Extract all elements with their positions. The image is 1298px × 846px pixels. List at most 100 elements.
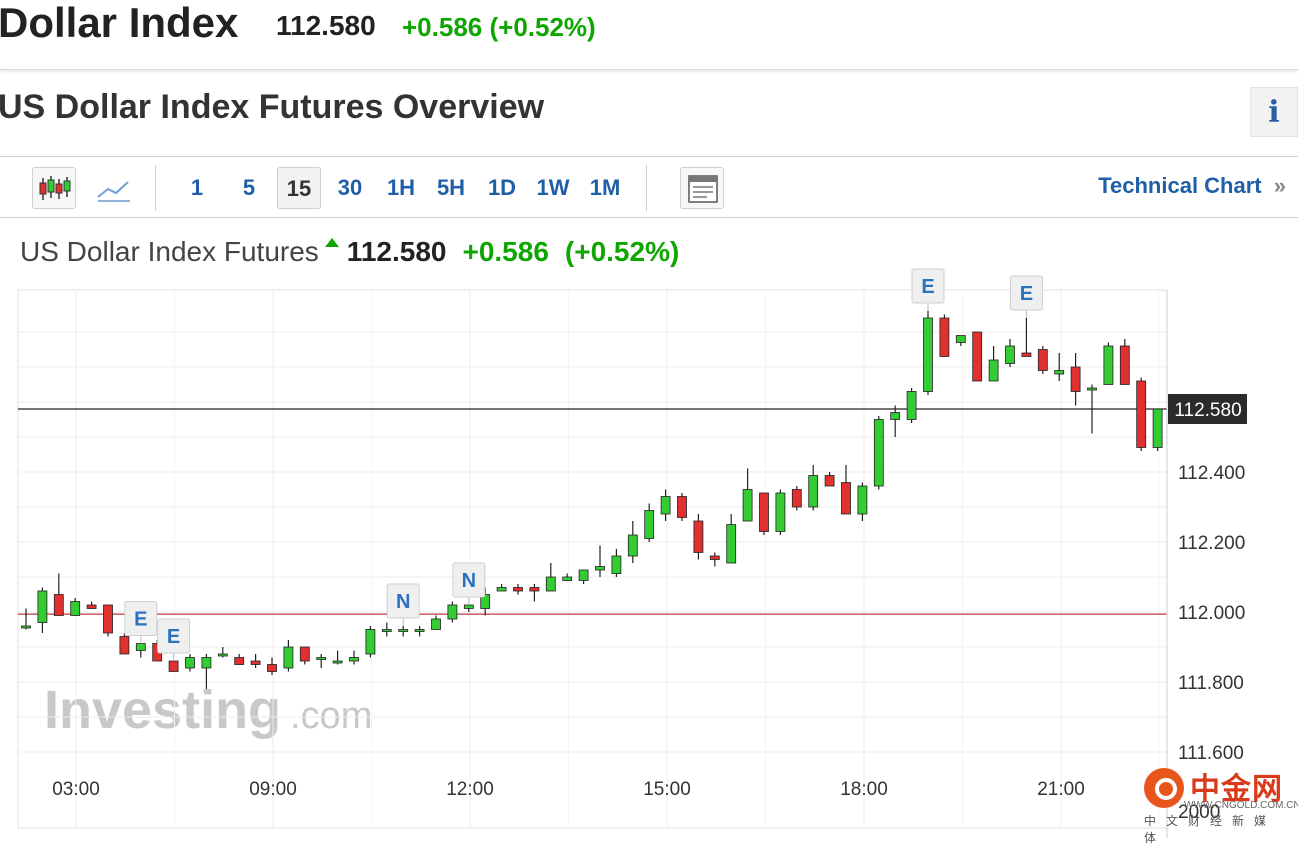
event-marker: E [1009,275,1043,318]
candle-body [988,359,999,382]
candle-body [365,629,376,655]
candle-body [955,335,966,343]
candle-body [660,496,671,515]
candle [299,646,310,665]
candle-body [1021,352,1032,357]
last-price: 112.580 [276,10,376,41]
timeframe-1[interactable]: 1 [190,175,204,200]
candle [414,626,425,637]
current-price-label: 112.580 [1174,400,1241,421]
candle [398,626,409,637]
candle [217,647,228,658]
candle-body [791,489,802,508]
candle [923,311,933,395]
timeframe-5[interactable]: 5 [242,175,256,200]
candle [103,604,113,637]
timeframe-1w[interactable]: 1W [536,175,570,200]
candle [1070,353,1081,406]
overview-title: US Dollar Index Futures Overview [0,88,545,126]
candle-body [775,492,786,532]
candle [529,584,540,602]
candle-body [21,625,31,629]
candle-body [1070,366,1081,392]
event-marker-box [1009,275,1043,311]
candle-body [496,587,507,592]
timeframe-1m[interactable]: 1M [589,175,621,200]
line-chart-icon[interactable] [92,167,136,209]
chart-price: 112.580 [346,236,447,267]
timeframe-30[interactable]: 30 [337,175,363,200]
candle-body [217,653,228,657]
candle [939,314,950,357]
x-tick-label: 18:00 [840,779,888,800]
candle-body [1005,345,1015,364]
candle-body [250,660,261,665]
timeframe-1d[interactable]: 1D [487,175,517,200]
candle-body [234,657,245,665]
candle [955,335,966,346]
candle-body [86,604,97,609]
candle-body [201,657,212,669]
candle [545,563,556,592]
candle [873,416,884,490]
candle-body [759,492,769,532]
candle-body [349,657,359,662]
reference-lines [18,408,1167,615]
info-icon[interactable]: i [1250,87,1298,137]
candle-body [70,601,81,616]
candle [365,626,376,658]
x-tick-label: 15:00 [643,779,691,800]
candle-body [939,317,950,357]
candle-body [1136,380,1147,448]
candle [234,654,245,665]
candle-body [168,660,179,672]
timeframe-1h[interactable]: 1H [386,175,416,200]
candle [857,482,868,521]
candle [742,468,753,522]
timeframe-15[interactable]: 15 [277,167,321,209]
candle-body [595,566,605,571]
candle [841,465,851,515]
candle [1021,318,1032,357]
candle-body [529,587,540,592]
toolbar-separator [155,165,156,211]
chart-toolbar: 1 5 15 30 1H 5H 1D 1W 1M Technical Chart… [0,156,1298,218]
candle-body [644,510,655,539]
technical-chart-link[interactable]: Technical Chart » [1098,173,1286,199]
candle [70,598,81,616]
candle-body [890,412,901,420]
candle [201,654,212,689]
candle-body [1152,408,1163,448]
candle [1119,339,1130,385]
candle [21,608,31,630]
candlestick-icon[interactable] [32,167,76,209]
candle-body [906,391,917,420]
candle-body [316,657,327,660]
candle-body [808,475,819,508]
zhongjin-tagline: 中文财经新媒体 [1144,814,1277,845]
candle [1087,384,1097,434]
chart-layout-icon[interactable] [680,167,724,209]
x-tick-label: 03:00 [52,779,100,800]
zhongjin-logo-icon [1144,768,1184,808]
chart-change: +0.586 [462,236,549,267]
timeframe-5h[interactable]: 5H [436,175,466,200]
event-marker: N [452,562,486,605]
x-tick-label: 09:00 [249,779,297,800]
candle [37,587,48,633]
candle-body [381,629,392,632]
candle [562,573,573,581]
candle [759,492,769,535]
candle [644,503,655,542]
candle [791,486,802,511]
event-marker-label: E [167,626,180,648]
candle-body [726,524,737,564]
candle [677,493,687,521]
candle [513,584,523,595]
candle [824,472,835,487]
candle-body [873,419,884,487]
chart-header: US Dollar Index Futures 112.580 +0.586 (+0.… [20,236,679,276]
candle-body [1054,370,1065,375]
